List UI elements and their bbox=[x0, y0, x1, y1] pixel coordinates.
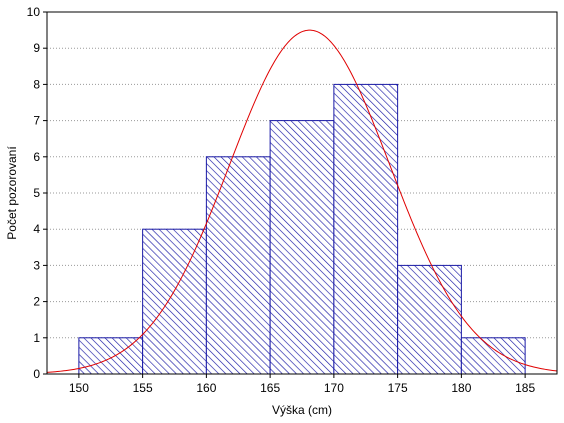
histogram-bar-170-175 bbox=[333, 83, 399, 375]
x-tick-label-175: 175 bbox=[388, 381, 408, 395]
x-axis-label: Výška (cm) bbox=[272, 403, 332, 417]
y-axis-label: Počet pozorovaní bbox=[5, 146, 19, 240]
y-tick-label-6: 6 bbox=[33, 150, 40, 164]
x-tick-label-170: 170 bbox=[324, 381, 344, 395]
normal-curve bbox=[47, 29, 557, 373]
x-tick-label-155: 155 bbox=[133, 381, 153, 395]
histogram-bar-180-185 bbox=[460, 337, 526, 375]
y-axis-ticks: 0 1 2 3 4 5 6 7 8 9 10 bbox=[27, 5, 47, 381]
x-axis-ticks: 150 155 160 165 170 175 180 185 bbox=[69, 374, 535, 395]
y-tick-label-9: 9 bbox=[33, 41, 40, 55]
y-tick-label-4: 4 bbox=[33, 222, 40, 236]
y-tick-label-3: 3 bbox=[33, 258, 40, 272]
y-tick-label-10: 10 bbox=[27, 5, 41, 19]
x-tick-label-160: 160 bbox=[196, 381, 216, 395]
histogram-bar-175-180 bbox=[397, 264, 462, 375]
normal-curve-layer bbox=[47, 29, 557, 373]
x-tick-label-150: 150 bbox=[69, 381, 89, 395]
histogram-bar-155-160 bbox=[142, 228, 207, 375]
y-tick-label-5: 5 bbox=[33, 186, 40, 200]
y-tick-label-7: 7 bbox=[33, 114, 40, 128]
y-tick-label-0: 0 bbox=[33, 367, 40, 381]
x-tick-label-185: 185 bbox=[515, 381, 535, 395]
histogram-bar-165-170 bbox=[269, 120, 335, 375]
x-tick-label-180: 180 bbox=[451, 381, 471, 395]
y-tick-label-8: 8 bbox=[33, 77, 40, 91]
histogram-bar-160-165 bbox=[205, 156, 271, 375]
y-tick-label-2: 2 bbox=[33, 295, 40, 309]
histogram-bars bbox=[78, 83, 526, 375]
y-tick-label-1: 1 bbox=[33, 331, 40, 345]
x-tick-label-165: 165 bbox=[260, 381, 280, 395]
